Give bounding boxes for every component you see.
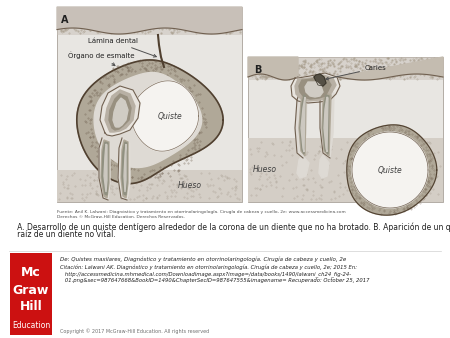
Polygon shape xyxy=(324,97,328,152)
Polygon shape xyxy=(299,77,331,99)
Text: Quiste: Quiste xyxy=(158,112,182,121)
Text: raíz de un diente no vital.: raíz de un diente no vital. xyxy=(10,230,116,239)
Polygon shape xyxy=(57,7,242,34)
Polygon shape xyxy=(113,98,128,127)
Polygon shape xyxy=(319,155,329,178)
Text: Órgano de esmalte: Órgano de esmalte xyxy=(68,51,135,66)
Polygon shape xyxy=(291,73,340,103)
Polygon shape xyxy=(248,57,298,80)
Text: B: B xyxy=(254,65,261,75)
Polygon shape xyxy=(122,142,127,195)
Polygon shape xyxy=(301,97,305,152)
Polygon shape xyxy=(105,90,135,132)
Bar xyxy=(248,57,443,202)
Text: Lámina dental: Lámina dental xyxy=(88,38,156,57)
Text: Copyright © 2017 McGraw-Hill Education. All rights reserved: Copyright © 2017 McGraw-Hill Education. … xyxy=(60,328,209,334)
Text: A: A xyxy=(61,15,68,25)
Polygon shape xyxy=(314,74,326,86)
Text: A. Desarrollo de un quiste dentígero alrededor de la corona de un diente que no : A. Desarrollo de un quiste dentígero alr… xyxy=(10,222,450,232)
Polygon shape xyxy=(295,91,307,158)
Polygon shape xyxy=(77,60,223,184)
Text: 01.png&sec=987647668&BookID=1490&ChapterSecID=987647555&imagename= Recuperado: O: 01.png&sec=987647668&BookID=1490&Chapter… xyxy=(60,278,369,283)
Bar xyxy=(57,7,242,35)
Text: Derechos © McGraw-Hill Education. Derechos Reservados.: Derechos © McGraw-Hill Education. Derech… xyxy=(57,215,185,219)
Text: Hill: Hill xyxy=(20,300,42,314)
Polygon shape xyxy=(300,95,305,154)
Polygon shape xyxy=(295,75,336,101)
Text: Graw: Graw xyxy=(13,284,49,296)
Bar xyxy=(57,7,242,202)
Polygon shape xyxy=(305,82,323,97)
Polygon shape xyxy=(323,95,329,154)
Polygon shape xyxy=(121,140,128,198)
Polygon shape xyxy=(102,142,108,195)
Polygon shape xyxy=(299,93,306,156)
Polygon shape xyxy=(101,140,109,198)
Polygon shape xyxy=(100,86,140,136)
Polygon shape xyxy=(94,73,202,168)
Text: http://accessmedicina.mhmedical.com/Downloadimage.aspx?image=/data/books/1490/la: http://accessmedicina.mhmedical.com/Down… xyxy=(60,271,351,277)
Polygon shape xyxy=(124,144,126,192)
Text: Caries: Caries xyxy=(326,65,387,80)
Polygon shape xyxy=(131,81,198,151)
Polygon shape xyxy=(347,125,437,215)
Polygon shape xyxy=(320,91,334,158)
Polygon shape xyxy=(352,132,428,208)
Text: Hueso: Hueso xyxy=(253,166,277,174)
Text: Fuente: Anil K. Lalwani: Diagnóstico y tratamiento en otorrinolaringología. Ciru: Fuente: Anil K. Lalwani: Diagnóstico y t… xyxy=(57,210,346,214)
Text: Hueso: Hueso xyxy=(178,182,202,191)
Bar xyxy=(57,170,242,202)
Polygon shape xyxy=(99,138,110,200)
Text: Education: Education xyxy=(12,320,50,330)
Polygon shape xyxy=(322,93,331,156)
Text: Mc: Mc xyxy=(21,266,41,280)
Polygon shape xyxy=(104,144,107,192)
Polygon shape xyxy=(109,94,131,130)
Text: Citación: Lalwani AK. Diagnóstico y tratamiento en otorrinolaringología. Cirugía: Citación: Lalwani AK. Diagnóstico y trat… xyxy=(60,264,357,269)
Polygon shape xyxy=(297,155,309,178)
Polygon shape xyxy=(338,57,443,80)
Bar xyxy=(248,138,443,202)
Text: Quiste: Quiste xyxy=(378,166,402,174)
Text: De: Quistes maxilares, Diagnóstico y tratamiento en otorrinolaringología. Cirugí: De: Quistes maxilares, Diagnóstico y tra… xyxy=(60,256,346,262)
Bar xyxy=(10,253,52,335)
Polygon shape xyxy=(118,138,130,200)
Bar xyxy=(248,57,443,80)
